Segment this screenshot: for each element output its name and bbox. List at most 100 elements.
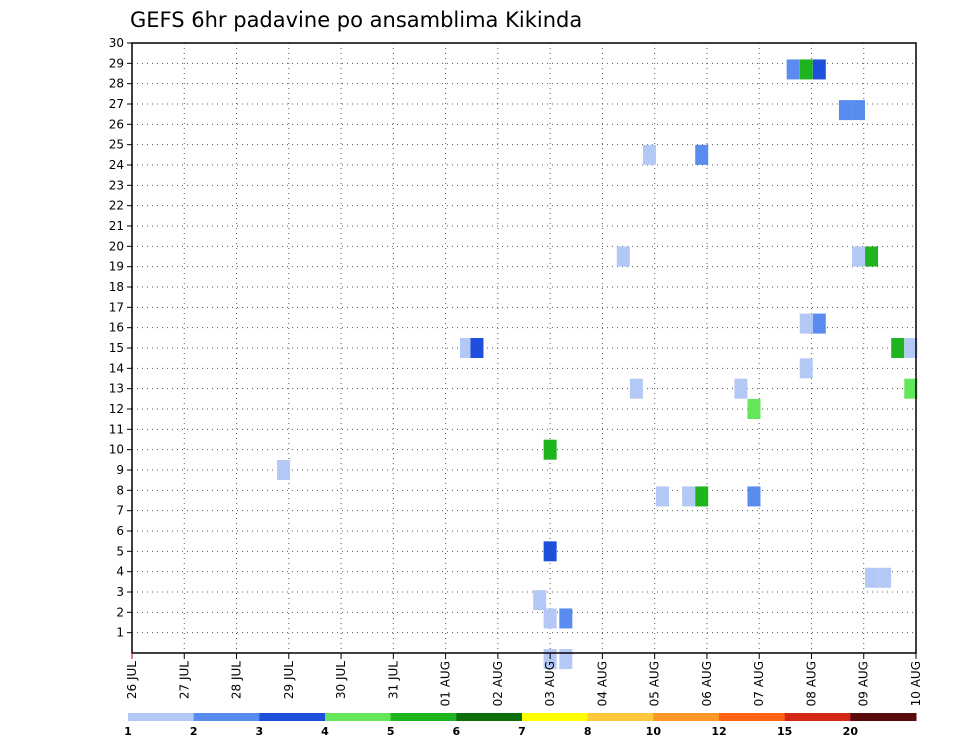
colorbar-segment bbox=[456, 713, 523, 721]
colorbar-segment bbox=[719, 713, 786, 721]
y-tick-label: 6 bbox=[116, 524, 124, 538]
data-cell bbox=[786, 59, 800, 80]
data-cell bbox=[543, 608, 557, 629]
x-tick-label: 02 AUG bbox=[491, 661, 505, 706]
colorbar-segment bbox=[522, 713, 589, 721]
data-cell bbox=[878, 567, 892, 588]
y-tick-label: 11 bbox=[109, 422, 124, 436]
y-tick-label: 13 bbox=[109, 382, 124, 396]
data-cell bbox=[559, 649, 573, 670]
colorbar-label: 12 bbox=[711, 725, 726, 738]
data-cell bbox=[656, 486, 670, 507]
y-tick-label: 27 bbox=[109, 97, 124, 111]
y-tick-label: 9 bbox=[116, 463, 124, 477]
data-cell bbox=[865, 567, 879, 588]
data-cell bbox=[904, 338, 918, 358]
y-tick-label: 14 bbox=[109, 361, 124, 375]
data-cell bbox=[799, 59, 813, 80]
colorbar-segment bbox=[193, 713, 260, 721]
y-tick-label: 26 bbox=[109, 117, 124, 131]
y-tick-label: 7 bbox=[116, 504, 124, 518]
colorbar-segment bbox=[128, 713, 195, 721]
data-cell bbox=[629, 378, 643, 399]
x-tick-label: 01 AUG bbox=[439, 661, 453, 706]
y-tick-label: 19 bbox=[109, 260, 124, 274]
y-tick-label: 1 bbox=[116, 626, 124, 640]
y-tick-label: 25 bbox=[109, 138, 124, 152]
y-tick-label: 24 bbox=[109, 158, 124, 172]
data-cell bbox=[812, 313, 826, 334]
data-cell bbox=[543, 649, 557, 670]
colorbar-label: 7 bbox=[518, 725, 526, 738]
y-tick-label: 20 bbox=[109, 239, 124, 253]
data-cell bbox=[533, 590, 547, 611]
data-cell bbox=[891, 338, 905, 358]
x-tick-label: 06 AUG bbox=[700, 661, 714, 706]
y-tick-label: 18 bbox=[109, 280, 124, 294]
x-tick-label: 31 JUL bbox=[386, 661, 400, 699]
data-cell bbox=[470, 338, 484, 358]
y-tick-label: 30 bbox=[109, 36, 124, 50]
data-cell bbox=[799, 358, 813, 379]
colorbar-segment bbox=[259, 713, 326, 721]
x-tick-label: 07 AUG bbox=[752, 661, 766, 706]
x-tick-label: 29 JUL bbox=[282, 661, 296, 699]
colorbar-label: 1 bbox=[124, 725, 132, 738]
y-tick-label: 4 bbox=[116, 565, 124, 579]
colorbar-segment bbox=[587, 713, 654, 721]
y-tick-label: 10 bbox=[109, 443, 124, 457]
data-cell bbox=[852, 246, 866, 267]
y-tick-label: 16 bbox=[109, 321, 124, 335]
colorbar-label: 3 bbox=[256, 725, 264, 738]
colorbar-segment bbox=[325, 713, 392, 721]
chart-title: GEFS 6hr padavine po ansamblima Kikinda bbox=[130, 8, 582, 32]
x-axis: 26 JUL 27 JUL 28 JUL 29 JUL 30 JUL 31 JUL 01 A… bbox=[125, 653, 923, 706]
y-tick-label: 15 bbox=[109, 341, 124, 355]
colorbar-segment bbox=[653, 713, 720, 721]
y-tick-label: 23 bbox=[109, 178, 124, 192]
y-tick-label: 29 bbox=[109, 56, 124, 70]
data-cell bbox=[852, 100, 866, 121]
colorbar-label: 2 bbox=[190, 725, 198, 738]
y-tick-label: 21 bbox=[109, 219, 124, 233]
colorbar-label: 20 bbox=[843, 725, 859, 738]
y-tick-label: 12 bbox=[109, 402, 124, 416]
y-tick-label: 8 bbox=[116, 483, 124, 497]
data-cell bbox=[695, 144, 709, 165]
data-cell bbox=[799, 313, 813, 334]
y-tick-label: 17 bbox=[109, 300, 124, 314]
data-cell bbox=[812, 59, 826, 80]
colorbar-label: 6 bbox=[453, 725, 461, 738]
data-cell bbox=[460, 338, 474, 358]
x-tick-label: 28 JUL bbox=[230, 661, 244, 699]
y-tick-label: 22 bbox=[109, 199, 124, 213]
data-cell bbox=[838, 100, 852, 121]
y-tick-label: 2 bbox=[116, 605, 124, 619]
x-tick-label: 27 JUL bbox=[177, 661, 191, 699]
data-cell bbox=[747, 399, 761, 419]
grid bbox=[132, 43, 916, 653]
x-tick-label: 26 JUL bbox=[125, 661, 139, 699]
x-tick-label: 05 AUG bbox=[648, 661, 662, 706]
colorbar-segment bbox=[390, 713, 457, 721]
x-tick-label: 30 JUL bbox=[334, 661, 348, 699]
x-tick-label: 10 AUG bbox=[909, 661, 923, 706]
plot-frame bbox=[131, 42, 917, 654]
data-cells bbox=[277, 59, 918, 670]
y-tick-label: 3 bbox=[116, 585, 124, 599]
colorbar-label: 10 bbox=[646, 725, 662, 738]
data-cell bbox=[616, 246, 630, 267]
y-axis: 1234567891011121314151617181920212223242… bbox=[109, 36, 132, 640]
x-tick-label: 08 AUG bbox=[804, 661, 818, 706]
x-tick-label: 09 AUG bbox=[857, 661, 871, 706]
y-tick-label: 28 bbox=[109, 77, 124, 91]
data-cell bbox=[642, 144, 656, 165]
data-cell bbox=[695, 486, 709, 507]
data-cell bbox=[865, 246, 879, 267]
data-cell bbox=[682, 486, 696, 507]
data-cell bbox=[543, 541, 557, 562]
data-cell bbox=[277, 460, 291, 480]
colorbar-label: 5 bbox=[387, 725, 395, 738]
data-cell bbox=[559, 608, 573, 629]
